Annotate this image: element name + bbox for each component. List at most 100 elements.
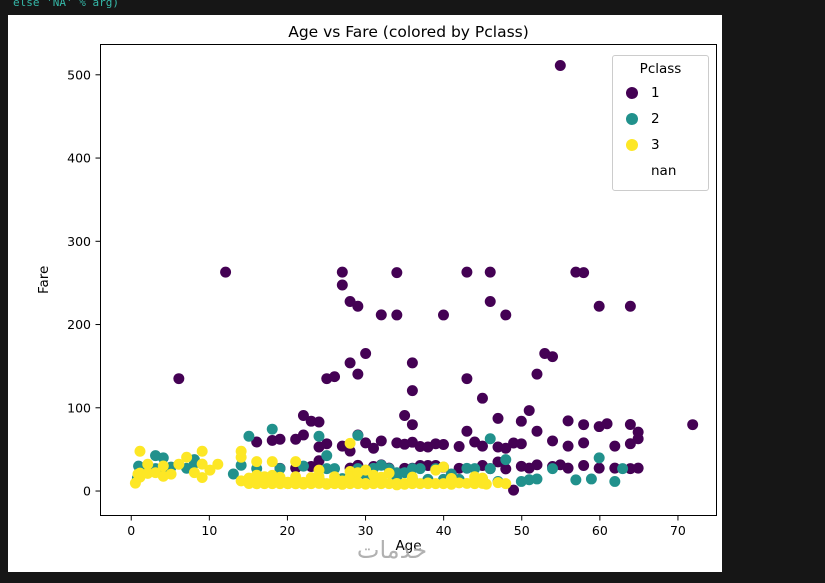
scatter-point <box>134 467 146 479</box>
scatter-point <box>329 463 341 475</box>
scatter-point <box>531 368 543 380</box>
scatter-point <box>500 463 512 475</box>
scatter-point <box>578 419 590 431</box>
scatter-point <box>243 430 255 442</box>
legend-marker <box>626 87 638 99</box>
scatter-point <box>165 468 177 480</box>
scatter-point <box>375 435 387 447</box>
scatter-point <box>469 463 481 475</box>
legend-entry: 2 <box>613 106 708 132</box>
scatter-point <box>476 392 488 404</box>
scatter-point <box>406 419 418 431</box>
y-tick-label: 300 <box>67 234 91 249</box>
scatter-point <box>601 418 613 430</box>
scatter-point <box>297 478 309 490</box>
scatter-point <box>368 442 379 454</box>
scatter-point <box>484 266 496 278</box>
y-tick-label: 0 <box>83 484 91 499</box>
scatter-point <box>368 478 379 490</box>
scatter-point <box>578 437 590 449</box>
scatter-point <box>570 266 582 278</box>
scatter-point <box>531 425 543 437</box>
scatter-point <box>562 462 574 474</box>
scatter-point <box>624 419 636 430</box>
scatter-point <box>414 441 426 452</box>
scatter-point <box>220 266 232 278</box>
scatter-point <box>515 438 527 450</box>
scatter-point <box>484 296 496 307</box>
scatter-point <box>313 430 325 442</box>
scatter-point <box>212 458 224 470</box>
scatter-point <box>157 452 169 464</box>
scatter-point <box>624 463 636 475</box>
scatter-point <box>399 410 411 421</box>
scatter-point <box>290 471 302 483</box>
scatter-point <box>391 467 403 479</box>
scatter-point <box>235 445 247 457</box>
scatter-point <box>196 445 208 457</box>
scatter-point <box>251 436 263 448</box>
scatter-point <box>554 60 566 71</box>
legend-entry: nan <box>613 158 708 184</box>
scatter-point <box>453 441 465 452</box>
scatter-point <box>360 437 372 449</box>
scatter-point <box>578 267 590 279</box>
scatter-point <box>243 478 255 490</box>
legend-entry-label: 2 <box>651 111 660 127</box>
scatter-point <box>562 440 574 452</box>
scatter-point <box>687 419 699 431</box>
scatter-point <box>352 368 364 380</box>
scatter-point <box>593 452 605 464</box>
scatter-point <box>274 463 286 475</box>
watermark: خدمات <box>356 536 428 564</box>
scatter-point <box>500 454 512 466</box>
scatter-point <box>142 458 154 470</box>
scatter-point <box>352 300 364 312</box>
scatter-point <box>515 415 527 427</box>
scatter-point <box>406 357 418 369</box>
scatter-point <box>360 464 372 476</box>
y-tick-label: 200 <box>67 317 91 332</box>
scatter-point <box>391 267 403 279</box>
legend-entry: 1 <box>613 80 708 106</box>
scatter-point <box>484 433 496 445</box>
code-snippet: else 'NA' % arg) <box>13 0 119 9</box>
scatter-point <box>297 429 309 441</box>
y-tick-label: 100 <box>67 400 91 415</box>
x-tick-label: 0 <box>127 523 135 538</box>
scatter-point <box>500 309 512 321</box>
x-tick-label: 10 <box>201 523 217 538</box>
scatter-point <box>461 462 473 474</box>
scatter-point <box>632 433 644 445</box>
x-tick-label: 20 <box>279 523 295 538</box>
scatter-point <box>181 451 193 463</box>
scatter-point <box>157 460 169 472</box>
scatter-point <box>547 435 559 447</box>
scatter-point <box>476 440 488 452</box>
scatter-point <box>461 477 473 489</box>
scatter-point <box>266 456 278 468</box>
scatter-point <box>617 463 629 475</box>
scatter-point <box>134 445 146 457</box>
x-axis-label: Age <box>395 538 422 554</box>
legend-marker <box>626 139 638 151</box>
scatter-point <box>282 478 294 490</box>
scatter-point <box>624 300 636 312</box>
scatter-point <box>406 478 418 490</box>
scatter-point <box>500 442 512 454</box>
scatter-point <box>196 472 208 484</box>
scatter-point <box>266 478 278 490</box>
scatter-point <box>336 266 348 278</box>
scatter-point <box>570 474 582 486</box>
scatter-point <box>227 468 239 480</box>
y-tick-label: 400 <box>67 151 91 166</box>
scatter-point <box>469 478 481 490</box>
scatter-point <box>531 459 543 471</box>
plot-title: Age vs Fare (colored by Pclass) <box>288 23 529 41</box>
scatter-point <box>383 467 395 479</box>
scatter-point <box>399 477 411 489</box>
scatter-point <box>266 423 278 435</box>
scatter-point <box>173 458 185 470</box>
scatter-point <box>391 309 403 321</box>
